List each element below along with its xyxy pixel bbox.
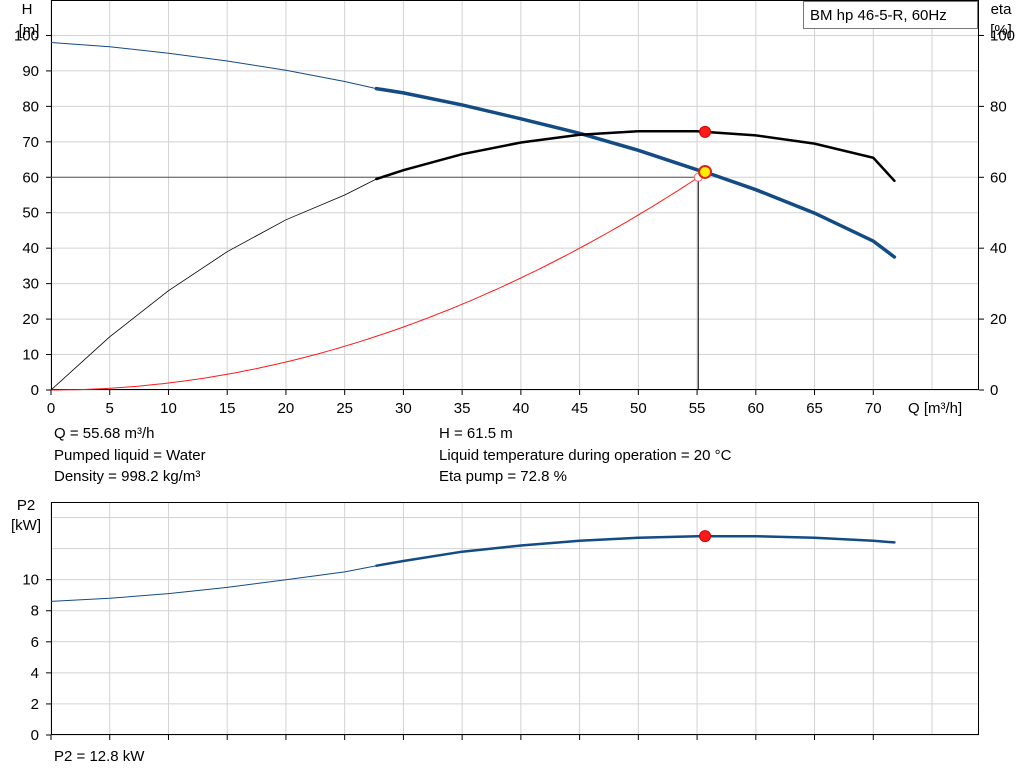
y-right-tick-label: 60 xyxy=(990,169,1007,186)
y-left-tick-label: 70 xyxy=(22,134,39,151)
x-tick-label: 55 xyxy=(689,400,706,417)
y-axis-title: P2 xyxy=(17,497,35,514)
power-operating-point xyxy=(699,530,712,543)
y-tick-label: 10 xyxy=(22,572,39,589)
x-axis-title: Q [m³/h] xyxy=(908,400,962,417)
y-tick-label: 0 xyxy=(31,727,39,744)
flow-readout: Q = 55.68 m³/h xyxy=(54,425,155,442)
head-operating-point xyxy=(698,164,713,179)
x-tick-label: 0 xyxy=(47,400,55,417)
y-right-tick-label: 20 xyxy=(990,311,1007,328)
x-tick-label: 40 xyxy=(513,400,530,417)
y-left-tick-label: 10 xyxy=(22,347,39,364)
y-left-tick-label: 30 xyxy=(22,276,39,293)
y-left-tick-label: 40 xyxy=(22,240,39,257)
head-curve xyxy=(374,86,897,259)
density-readout: Density = 998.2 kg/m³ xyxy=(54,468,201,485)
head-efficiency-chart: 0 5 10 15 20 25 30 35 40 45 50 55 60 65 70 0 10 20 30 40 50 6… xyxy=(14,0,1015,418)
power-readout: P2 = 12.8 kW xyxy=(54,748,145,765)
x-tick-label: 20 xyxy=(278,400,295,417)
y-left-tick-label: 20 xyxy=(22,311,39,328)
y-left-tick-label: 100 xyxy=(14,27,39,44)
x-tick-label: 65 xyxy=(806,400,823,417)
efficiency-curve-extended xyxy=(50,178,377,391)
y-tick-label: 2 xyxy=(31,696,39,713)
y-left-tick-label: 0 xyxy=(31,382,39,399)
y-right-tick-label: 40 xyxy=(990,240,1007,257)
y-tick-label: 6 xyxy=(31,634,39,651)
chart-title-box xyxy=(803,1,978,29)
system-curve xyxy=(51,177,698,391)
y-left-axis-title: H xyxy=(22,1,33,18)
y-tick-label: 8 xyxy=(31,603,39,620)
y-left-axis-unit: [m] xyxy=(19,22,40,39)
head-curve-extended xyxy=(50,42,377,90)
x-tick-label: 35 xyxy=(454,400,471,417)
power-curve xyxy=(375,534,896,567)
efficiency-operating-point xyxy=(699,125,712,138)
x-axis-title-background xyxy=(904,396,976,418)
y-tick-label: 4 xyxy=(31,665,39,682)
y-left-tick-label: 50 xyxy=(22,205,39,222)
eta-readout: Eta pump = 72.8 % xyxy=(439,468,567,485)
x-tick-label: 25 xyxy=(336,400,353,417)
y-right-tick-label: 80 xyxy=(990,98,1007,115)
x-tick-label: 60 xyxy=(747,400,764,417)
x-tick-label: 70 xyxy=(865,400,882,417)
efficiency-curve xyxy=(375,129,896,183)
power-curve-extended xyxy=(50,565,377,602)
y-left-tick-label: 90 xyxy=(22,63,39,80)
plot-frame xyxy=(51,0,979,390)
y-right-tick-label: 0 xyxy=(990,382,998,399)
head-readout: H = 61.5 m xyxy=(439,425,513,442)
chart-title: BM hp 46-5-R, 60Hz xyxy=(810,7,947,24)
liquid-readout: Pumped liquid = Water xyxy=(54,447,206,464)
y-left-tick-label: 60 xyxy=(22,169,39,186)
x-tick-label: 45 xyxy=(571,400,588,417)
y-right-axis-unit: [%] xyxy=(990,22,1012,39)
y-right-tick-label: 100 xyxy=(990,27,1015,44)
y-left-tick-label: 80 xyxy=(22,98,39,115)
x-tick-label: 50 xyxy=(630,400,647,417)
x-tick-label: 15 xyxy=(219,400,236,417)
y-axis-unit: [kW] xyxy=(11,517,41,534)
x-tick-label: 10 xyxy=(160,400,177,417)
temperature-readout: Liquid temperature during operation = 20… xyxy=(439,447,732,464)
x-tick-label: 5 xyxy=(106,400,114,417)
x-tick-label: 30 xyxy=(395,400,412,417)
plot-frame xyxy=(51,502,979,735)
y-right-axis-title: eta xyxy=(991,1,1013,18)
